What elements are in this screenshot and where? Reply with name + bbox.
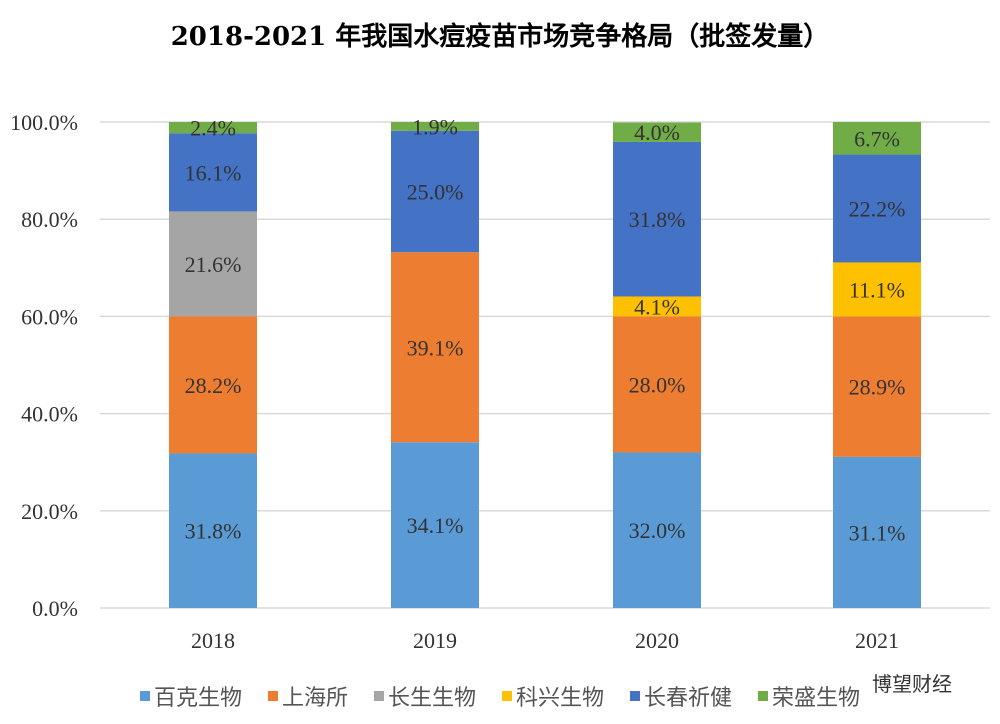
legend-swatch: [630, 691, 641, 701]
bar-segment: [833, 262, 921, 317]
data-label: 21.6%: [185, 252, 242, 277]
bar-segment: [833, 316, 921, 457]
chart-title: 2018-2021 年我国水痘疫苗市场竞争格局（批签发量）: [170, 22, 830, 52]
y-tick-label: 40.0%: [21, 402, 78, 427]
bar-segment: [391, 122, 479, 131]
legend-label: 上海所: [281, 686, 348, 711]
data-label: 31.8%: [629, 207, 686, 232]
bar-segment: [169, 211, 257, 317]
bar-segment: [613, 141, 701, 297]
data-label: 25.0%: [407, 179, 464, 204]
legend-swatch: [139, 691, 150, 701]
legend-label: 长春祈健: [644, 686, 733, 711]
legend-item: 上海所: [267, 680, 348, 712]
data-label: 16.1%: [185, 160, 242, 185]
bar-segment: [613, 296, 701, 317]
legend-swatch: [267, 691, 278, 701]
bar-segment: [169, 316, 257, 454]
legend-label: 长生生物: [387, 686, 476, 711]
data-label: 11.1%: [849, 277, 905, 302]
x-tick-label: 2021: [855, 628, 899, 653]
data-label: 2.4%: [190, 116, 236, 141]
data-label: 6.7%: [854, 126, 900, 151]
legend-swatch: [758, 691, 769, 701]
y-tick-label: 0.0%: [32, 596, 78, 621]
legend-swatch: [373, 691, 384, 701]
data-label: 4.0%: [634, 120, 680, 145]
watermark: 博望财经: [872, 672, 952, 696]
y-tick-label: 60.0%: [21, 304, 78, 329]
data-label: 1.9%: [412, 114, 458, 139]
x-tick-label: 2018: [191, 628, 235, 653]
y-tick-label: 20.0%: [21, 499, 78, 524]
bar-segment: [833, 122, 921, 155]
data-label: 31.1%: [849, 520, 906, 545]
data-label: 31.8%: [185, 519, 242, 544]
bar-segment: [391, 442, 479, 608]
legend-item: 荣盛生物: [758, 680, 860, 712]
legend-item: 科兴生物: [502, 680, 604, 712]
legend-label: 科兴生物: [516, 686, 605, 711]
legend: 百克生物 上海所 长生生物 科兴生物 长春祈健 荣盛生物: [0, 680, 1000, 712]
data-label: 34.1%: [407, 513, 464, 538]
bar-segment: [613, 452, 701, 608]
data-label: 39.1%: [407, 335, 464, 360]
x-tick-label: 2020: [635, 628, 679, 653]
legend-item: 长春祈健: [630, 680, 732, 712]
data-label: 32.0%: [629, 518, 686, 543]
data-label: 28.0%: [629, 372, 686, 397]
y-tick-label: 100.0%: [10, 110, 78, 135]
bar-segment: [833, 154, 921, 263]
legend-label: 百克生物: [153, 686, 242, 711]
bar-segment: [169, 122, 257, 134]
x-tick-label: 2019: [413, 628, 457, 653]
data-label: 4.1%: [634, 294, 680, 319]
legend-item: 长生生物: [373, 680, 476, 712]
data-label: 28.2%: [185, 373, 242, 398]
legend-item: 百克生物: [139, 680, 242, 712]
bar-segment: [833, 456, 921, 608]
y-tick-label: 80.0%: [21, 207, 78, 232]
legend-label: 荣盛生物: [772, 686, 861, 711]
data-label: 28.9%: [849, 375, 906, 400]
data-label: 22.2%: [849, 197, 906, 222]
bar-segment: [613, 316, 701, 453]
bar-segment: [169, 133, 257, 212]
legend-swatch: [502, 691, 512, 701]
bar-segment: [391, 130, 479, 253]
bar-segment: [391, 252, 479, 443]
bar-segment: [169, 453, 257, 608]
bar-segment: [613, 122, 701, 142]
